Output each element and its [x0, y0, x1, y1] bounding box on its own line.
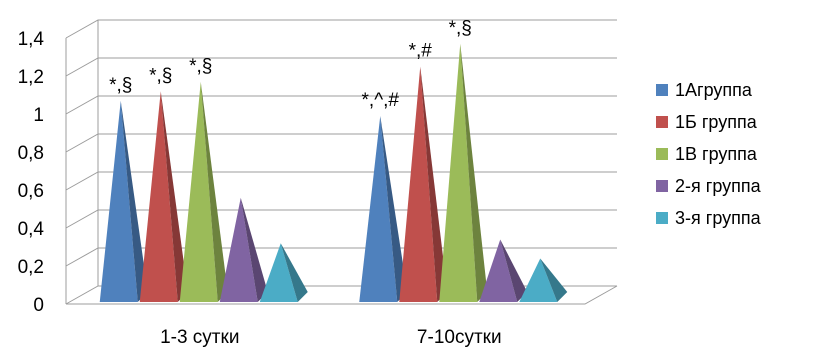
pyramid-side-face — [160, 91, 188, 302]
pyramid-front-face — [479, 239, 518, 302]
legend-label: 2-я группа — [675, 175, 761, 196]
legend-swatch — [656, 180, 668, 192]
legend: 1Агруппа 1Б группа 1В группа 2-я группа 3-я … — [656, 74, 817, 234]
pyramid-side-face — [120, 100, 148, 302]
y-tick-label: 1 — [33, 105, 44, 126]
legend-label: 1Б группа — [675, 111, 757, 132]
y-tick-label: 0,2 — [18, 257, 44, 278]
axis-layer: 0 0,2 0,4 0,6 0,8 1 1,2 1,4 — [18, 20, 618, 316]
annotation-label: *,§ — [109, 75, 132, 96]
annotation-label: *,§ — [189, 56, 212, 77]
y-tick-label: 0 — [33, 295, 44, 316]
legend-swatch — [656, 212, 668, 224]
pyramid-bar — [99, 100, 148, 302]
pyramid-front-face — [359, 116, 398, 302]
pyramid-side-face — [540, 258, 568, 302]
back-wall — [98, 20, 617, 286]
legend-item: 2-я группа — [656, 170, 817, 202]
pyramid-bar — [519, 258, 568, 302]
y-tick-label: 1,2 — [18, 67, 44, 88]
pyramid-side-face — [380, 116, 408, 302]
legend-item: 3-я группа — [656, 202, 817, 234]
x-category-label: 1-3 сутки — [160, 327, 239, 348]
legend-swatch — [656, 84, 668, 96]
floor-edge — [66, 285, 618, 305]
pyramid-side-face — [460, 43, 488, 303]
pyramid-bar — [259, 243, 308, 302]
pyramid-side-face — [500, 239, 528, 302]
pyramid-bar — [139, 91, 188, 302]
annotation-label: *,§ — [449, 18, 472, 39]
x-category-label: 7-10сутки — [417, 327, 502, 348]
pyramid-front-face — [139, 91, 178, 302]
pyramid-front-face — [179, 81, 218, 302]
pyramid-front-face — [399, 66, 438, 302]
bar-layer — [99, 43, 568, 303]
pyramid-bar — [399, 66, 448, 302]
pyramid-front-face — [259, 243, 298, 302]
pyramid-front-face — [439, 43, 478, 303]
pyramid-bar — [219, 197, 268, 302]
pyramid-bar — [479, 239, 528, 302]
label-layer: *,§ *,§ *,§ *,^,# *,# *,§ 1-3 сутки 7-10сутки — [109, 18, 501, 348]
legend-item: 1Б группа — [656, 106, 817, 138]
legend-swatch — [656, 148, 668, 160]
annotation-label: *,# — [409, 41, 433, 62]
y-tick-label: 0,4 — [18, 219, 45, 240]
y-tick-label: 0,8 — [18, 143, 44, 164]
y-tick-label: 1,4 — [18, 29, 45, 50]
legend-label: 1В группа — [675, 143, 757, 164]
legend-item: 1В группа — [656, 138, 817, 170]
legend-label: 1Агруппа — [675, 79, 752, 100]
pyramid-side-face — [280, 243, 308, 302]
pyramid-side-face — [420, 66, 448, 302]
pyramid-front-face — [519, 258, 558, 302]
pyramid-front-face — [219, 197, 258, 302]
y-tick-label: 0,6 — [18, 181, 44, 202]
pyramid-front-face — [99, 100, 138, 302]
pyramid-bar — [439, 43, 488, 303]
pyramid-bar — [359, 116, 408, 302]
pyramid-bar — [179, 81, 228, 302]
annotation-label: *,§ — [149, 65, 172, 86]
legend-swatch — [656, 116, 668, 128]
legend-item: 1Агруппа — [656, 74, 817, 106]
annotation-label: *,^,# — [362, 90, 400, 111]
pyramid-side-face — [240, 197, 268, 302]
pyramid-side-face — [200, 81, 228, 302]
legend-label: 3-я группа — [675, 207, 761, 228]
